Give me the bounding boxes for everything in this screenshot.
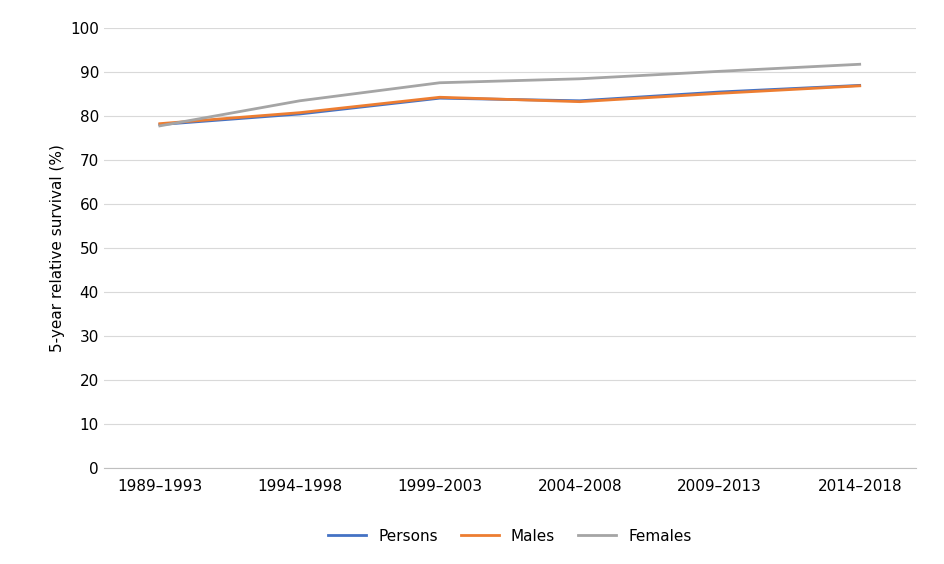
Females [854,61,866,68]
Persons [434,95,446,102]
Persons [714,89,725,95]
Males [854,82,866,89]
Persons [854,82,866,89]
Females [714,68,725,74]
Line: Females: Females [160,64,860,126]
Males [295,109,306,116]
Persons [295,111,306,117]
Females [434,80,446,86]
Males [714,90,725,96]
Males [574,98,585,105]
Line: Males: Males [160,86,860,124]
Persons [154,121,165,128]
Males [434,94,446,100]
Legend: Persons, Males, Females: Persons, Males, Females [328,528,692,544]
Females [154,122,165,129]
Y-axis label: 5-year relative survival (%): 5-year relative survival (%) [49,144,64,352]
Females [295,98,306,104]
Males [154,120,165,127]
Females [574,76,585,82]
Persons [574,98,585,104]
Line: Persons: Persons [160,85,860,125]
